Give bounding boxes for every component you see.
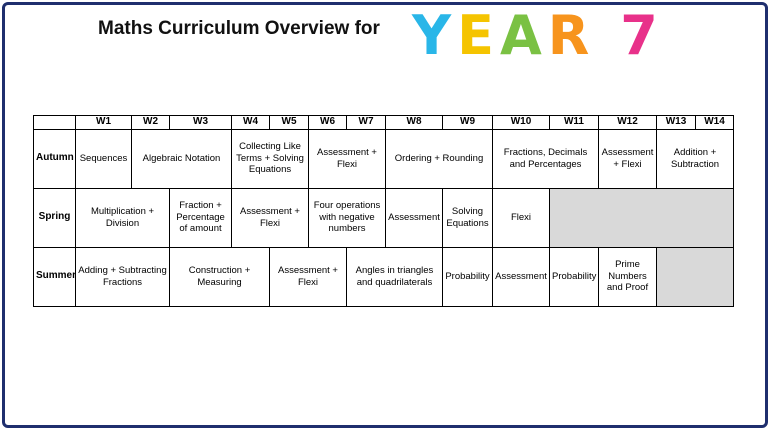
week-header: W14 — [695, 115, 734, 130]
topic-cell: Construction + Measuring — [169, 246, 270, 307]
week-header: W12 — [598, 115, 657, 130]
topic-cell: Ordering + Rounding — [385, 128, 493, 189]
topic-cell: Multiplication + Division — [75, 187, 170, 248]
curriculum-table: W1 W2 W3 W4 W5 W6 W7 W8 W9 W10 W11 W12 W13 W14 Autumn… — [33, 115, 734, 307]
topic-cell: Assessment — [385, 187, 443, 248]
week-header: W7 — [346, 115, 386, 130]
term-row: Spring Multiplication + Division Fraction … — [33, 187, 734, 248]
topic-cell: Fraction + Percentage of amount — [169, 187, 232, 248]
header-row: W1 W2 W3 W4 W5 W6 W7 W8 W9 W10 W11 W12 W13 W14 — [33, 115, 734, 130]
week-header: W9 — [442, 115, 493, 130]
term-label: Spring — [33, 187, 76, 248]
week-header: W3 — [169, 115, 232, 130]
topic-cell: Angles in triangles and quadrilaterals — [346, 246, 443, 307]
topic-cell: Collecting Like Terms + Solving Equation… — [231, 128, 309, 189]
week-header: W8 — [385, 115, 443, 130]
week-header: W11 — [549, 115, 599, 130]
year-banner: YEAR 7 — [412, 4, 664, 67]
topic-cell: Solving Equations — [442, 187, 493, 248]
topic-cell: Assessment + Flexi — [231, 187, 309, 248]
term-row: Autumn Sequences Algebraic Notation Collect… — [33, 128, 734, 189]
week-header: W13 — [656, 115, 696, 130]
topic-cell: Assessment — [492, 246, 550, 307]
topic-cell: Fractions, Decimals and Percentages — [492, 128, 599, 189]
topic-cell: Sequences — [75, 128, 132, 189]
empty-cell — [549, 187, 734, 248]
week-header: W6 — [308, 115, 347, 130]
week-header: W5 — [269, 115, 309, 130]
corner — [33, 115, 76, 130]
topic-cell: Assessment + Flexi — [598, 128, 657, 189]
topic-cell: Adding + Subtracting Fractions — [75, 246, 170, 307]
week-header: W2 — [131, 115, 170, 130]
empty-cell — [656, 246, 734, 307]
term-label: Summer — [33, 246, 76, 307]
term-label: Autumn — [33, 128, 76, 189]
topic-cell: Flexi — [492, 187, 550, 248]
term-row: Summer Adding + Subtracting Fractions Cons… — [33, 246, 734, 307]
topic-cell: Addition + Subtraction — [656, 128, 734, 189]
topic-cell: Algebraic Notation — [131, 128, 232, 189]
topic-cell: Four operations with negative numbers — [308, 187, 386, 248]
topic-cell: Assessment + Flexi — [269, 246, 347, 307]
week-header: W4 — [231, 115, 270, 130]
topic-cell: Probability — [442, 246, 493, 307]
topic-cell: Probability — [549, 246, 599, 307]
topic-cell: Prime Numbers and Proof — [598, 246, 657, 307]
topic-cell: Assessment + Flexi — [308, 128, 386, 189]
week-header: W1 — [75, 115, 132, 130]
title: Maths Curriculum Overview for — [98, 18, 380, 39]
week-header: W10 — [492, 115, 550, 130]
